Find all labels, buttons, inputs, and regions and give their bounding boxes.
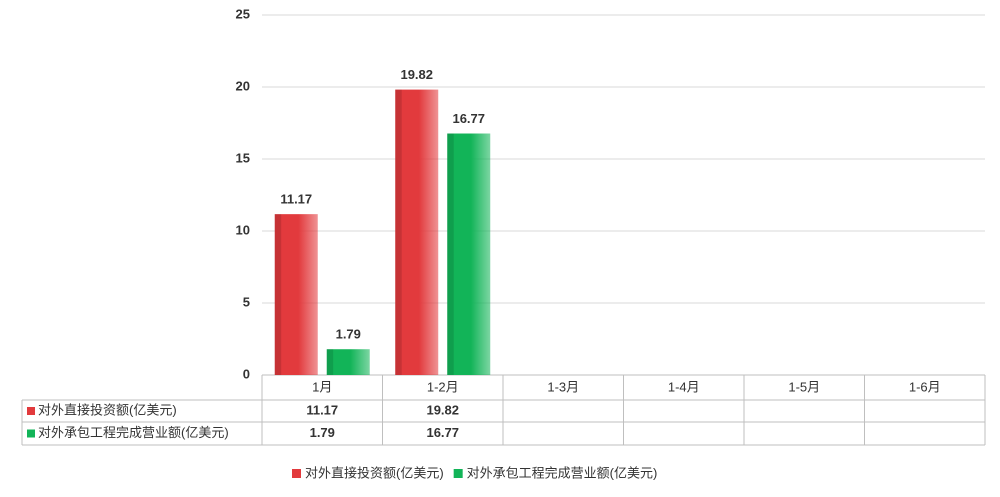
y-tick-label: 10 <box>236 222 250 237</box>
table-value: 11.17 <box>306 402 338 417</box>
value-label: 16.77 <box>452 111 485 126</box>
bar-shade <box>447 133 454 375</box>
bar <box>447 133 491 375</box>
table-value: 19.82 <box>426 402 459 417</box>
bar-shade <box>274 214 282 375</box>
y-tick-label: 0 <box>243 366 250 381</box>
y-tick-label: 25 <box>236 6 250 21</box>
x-tick-label: 1月 <box>312 379 332 394</box>
table-legend-key <box>27 429 35 438</box>
bar <box>395 89 439 375</box>
x-tick-label: 1-6月 <box>909 379 941 394</box>
table-value: 1.79 <box>310 425 335 440</box>
bar <box>326 349 370 375</box>
table-row-label: 对外承包工程完成营业额(亿美元) <box>38 425 229 440</box>
y-tick-label: 20 <box>236 78 250 93</box>
legend-label: 对外承包工程完成营业额(亿美元) <box>467 465 658 480</box>
value-label: 1.79 <box>336 327 361 342</box>
x-tick-label: 1-2月 <box>427 379 459 394</box>
value-label: 11.17 <box>280 192 312 207</box>
legend-key <box>453 469 463 478</box>
x-tick-label: 1-5月 <box>788 379 820 394</box>
legend-key <box>292 469 301 478</box>
bar-shade <box>326 349 334 375</box>
x-tick-label: 1-4月 <box>668 379 700 394</box>
y-tick-label: 5 <box>243 294 250 309</box>
value-label: 19.82 <box>400 67 433 82</box>
bar <box>274 214 318 375</box>
x-tick-label: 1-3月 <box>547 379 579 394</box>
table-value: 16.77 <box>426 425 459 440</box>
y-tick-label: 15 <box>236 150 250 165</box>
legend-label: 对外直接投资额(亿美元) <box>305 465 444 480</box>
bar-shade <box>395 89 402 375</box>
table-legend-key <box>27 407 35 415</box>
table-row-label: 对外直接投资额(亿美元) <box>38 402 177 417</box>
